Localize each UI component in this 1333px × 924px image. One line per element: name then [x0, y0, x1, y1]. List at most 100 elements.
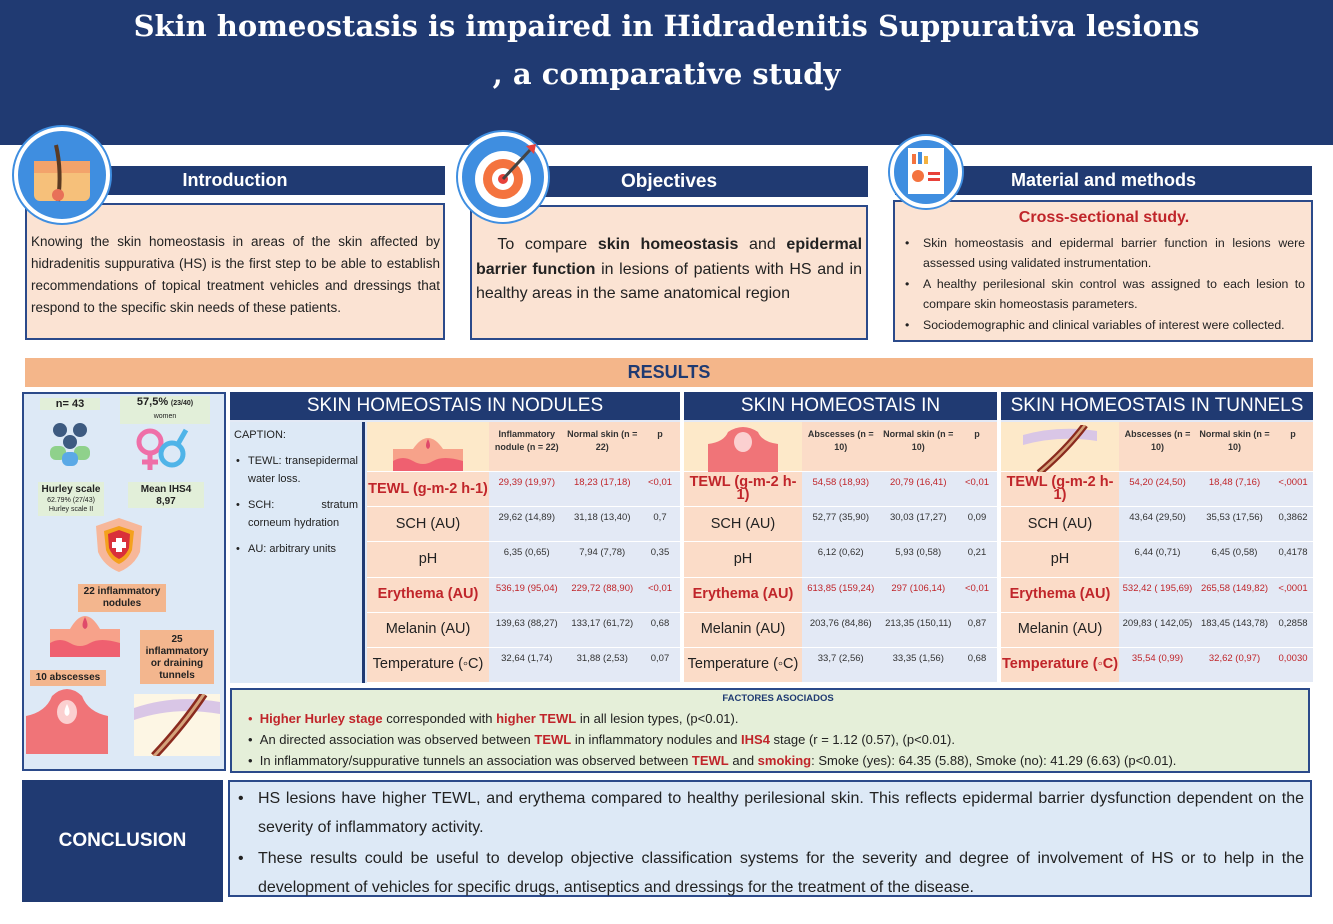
- caption-item: AU: arbitrary units: [234, 540, 358, 558]
- skin-hair-icon: [14, 127, 110, 223]
- txt: An directed association was observed bet…: [259, 732, 535, 747]
- row-label: Temperature (◦C): [367, 647, 489, 683]
- table-cell: 52,77 (35,90): [802, 507, 880, 543]
- caption-item: SCH: stratum corneum hydration: [234, 496, 358, 532]
- table-cell: 183,45 (143,78): [1196, 613, 1273, 648]
- conclusion-item: HS lesions have higher TEWL, and erythem…: [238, 784, 1304, 842]
- tunnels-count: 25 inflammatory or draining tunnels: [140, 630, 214, 684]
- col-header: Abscesses (n = 10): [1119, 422, 1196, 472]
- table-cell: 532,42 ( 195,69): [1119, 578, 1196, 613]
- table-cell: <0,01: [957, 578, 997, 613]
- conclusion-item: These results could be useful to develop…: [238, 844, 1304, 902]
- txt: corresponded with: [382, 711, 497, 726]
- methods-box: Cross-sectional study. Skin homeostasis …: [893, 200, 1313, 342]
- col-header: Abscesses (n = 10): [802, 422, 880, 472]
- table-cell: <0,01: [957, 472, 997, 508]
- table-title: SKIN HOMEOSTAIS IN TUNNELS: [1001, 392, 1313, 420]
- table-2: SKIN HOMEOSTAIS IN TUNNELS Abscesses (n =…: [1001, 392, 1313, 683]
- row-label: TEWL (g-m-2 h-1): [684, 472, 802, 508]
- table-cell: 0,68: [957, 648, 997, 683]
- table-cell: 30,03 (17,27): [879, 507, 957, 543]
- methods-item: A healthy perilesional skin control was …: [903, 274, 1305, 315]
- women-stat: 57,5% (23/40) women: [120, 396, 210, 424]
- table-cell: 203,76 (84,86): [802, 613, 880, 648]
- obj-text: and: [738, 236, 787, 253]
- row-label: Melanin (AU): [367, 612, 489, 648]
- hl: TEWL: [534, 732, 572, 747]
- nodule-icon: [50, 599, 120, 662]
- table-cell: 0,3862: [1273, 507, 1313, 543]
- table-cell: 35,53 (17,56): [1196, 507, 1273, 543]
- table-cell: 297 (106,14): [879, 578, 957, 613]
- table-cell: 6,12 (0,62): [802, 542, 880, 578]
- conclusion-box: HS lesions have higher TEWL, and erythem…: [228, 780, 1312, 897]
- table-cell: 139,63 (88,27): [489, 613, 565, 648]
- factors-heading: FACTORES ASOCIADOS: [722, 693, 834, 704]
- table-cell: 229,72 (88,90): [564, 578, 640, 613]
- txt: : Smoke (yes): 64.35 (5.88), Smoke (no):…: [811, 753, 1177, 768]
- methods-subheading: Cross-sectional study.: [1018, 209, 1190, 226]
- table-cell: 0,2858: [1273, 613, 1313, 648]
- row-label: SCH (AU): [1001, 507, 1119, 543]
- hl: Higher Hurley stage: [259, 711, 383, 726]
- obj-bold: epidermal barrier function: [476, 236, 863, 278]
- hl: higher TEWL: [496, 711, 577, 726]
- report-icon: [890, 136, 962, 208]
- caption-title: CAPTION:: [234, 429, 286, 441]
- lesion-icon: [1001, 422, 1119, 473]
- row-label: Temperature (◦C): [1001, 647, 1119, 683]
- hl: smoking: [757, 753, 812, 768]
- hl: IHS4: [741, 732, 770, 747]
- table-cell: 0,35: [640, 542, 680, 578]
- txt: and: [728, 753, 758, 768]
- col-header: Normal skin (n = 10): [879, 422, 957, 472]
- table-title: SKIN HOMEOSTAIS IN ABSCESSES: [684, 392, 997, 444]
- methods-item: Sociodemographic and clinical variables …: [903, 315, 1305, 336]
- table-cell: <0,01: [640, 578, 680, 613]
- summary-panel: n= 43 57,5% (23/40) women Hurley scale 62.…: [22, 392, 226, 771]
- abscess-icon: [26, 686, 108, 761]
- row-label: TEWL (g-m-2 h-1): [1001, 472, 1119, 508]
- table-cell: 133,17 (61,72): [564, 613, 640, 648]
- ihs4-value: 8,97: [156, 496, 176, 507]
- table-cell: 213,35 (150,11): [879, 613, 957, 648]
- row-label: pH: [1001, 542, 1119, 578]
- table-cell: 54,20 (24,50): [1119, 472, 1196, 508]
- col-header: Normal skin (n = 10): [1196, 422, 1273, 472]
- obj-text: To compare: [497, 236, 598, 253]
- txt: In inflammatory/suppurative tunnels an a…: [259, 753, 692, 768]
- lesion-icon: [684, 422, 802, 472]
- col-header: p: [1273, 422, 1313, 472]
- abscesses-count: 10 abscesses: [30, 670, 106, 686]
- txt: stage (r = 1.12 (0.57), (p<0.01).: [769, 732, 955, 747]
- poster-title: Skin homeostasis is impaired in Hidraden…: [0, 0, 1333, 145]
- hurley-sub: Hurley scale II: [48, 506, 94, 513]
- table-cell: 43,64 (29,50): [1119, 507, 1196, 543]
- results-heading: RESULTS: [25, 358, 1313, 387]
- associated-factors: FACTORES ASOCIADOS • Higher Hurley stage…: [230, 688, 1310, 773]
- col-header: Normal skin (n = 22): [564, 422, 640, 472]
- table-cell: <,0001: [1273, 578, 1313, 613]
- table-cell: 0,7: [640, 507, 680, 543]
- women-pct: 57,5%: [136, 396, 169, 408]
- objectives-text: To compare skin homeostasis and epiderma…: [470, 205, 868, 340]
- table-cell: 32,64 (1,74): [489, 648, 565, 683]
- shield-icon: [94, 516, 144, 579]
- table-1: SKIN HOMEOSTAIS IN ABSCESSESAbscesses (n…: [684, 392, 997, 683]
- methods-heading: Material and methods: [895, 166, 1312, 195]
- row-label: Melanin (AU): [684, 612, 802, 648]
- row-label: pH: [367, 542, 489, 578]
- sample-size: n= 43: [40, 398, 100, 410]
- row-label: SCH (AU): [684, 507, 802, 543]
- table-cell: 33,35 (1,56): [879, 648, 957, 683]
- table-cell: 18,48 (7,16): [1196, 472, 1273, 508]
- table-cell: 32,62 (0,97): [1196, 648, 1273, 683]
- methods-item: Skin homeostasis and epidermal barrier f…: [903, 233, 1305, 274]
- row-label: Temperature (◦C): [684, 647, 802, 683]
- row-label: Erythema (AU): [684, 577, 802, 613]
- txt: in all lesion types, (p<0.01).: [576, 711, 739, 726]
- hurley-title: Hurley scale: [41, 484, 101, 495]
- row-label: pH: [684, 542, 802, 578]
- table-cell: 0,0030: [1273, 648, 1313, 683]
- table-cell: 20,79 (16,41): [879, 472, 957, 508]
